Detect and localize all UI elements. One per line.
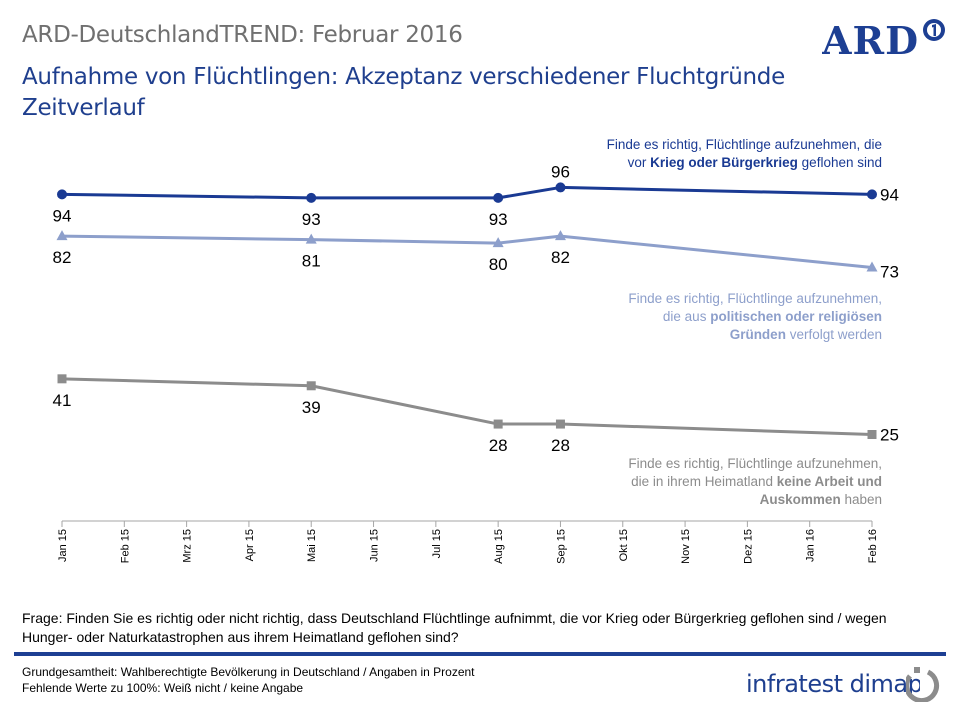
data-point-marker xyxy=(305,233,317,244)
data-label: 82 xyxy=(551,248,570,267)
legend-war-line1: Finde es richtig, Flüchtlinge aufzunehme… xyxy=(606,137,882,152)
legend-political-post: verfolgt werden xyxy=(785,327,882,342)
infratest-dimap-logo-text: infratest dimap xyxy=(746,670,923,698)
chart-title: Aufnahme von Flüchtlingen: Akzeptanz ver… xyxy=(22,62,785,124)
data-point-marker xyxy=(867,189,877,200)
chart-subtitle: Zeitverlauf xyxy=(22,95,145,121)
x-axis: Jan 15 Feb 15 Mrz 15 Apr 15 Mai 15 Jun 15 Jul … xyxy=(57,520,879,564)
data-label: 39 xyxy=(302,398,321,417)
legend-economic: Finde es richtig, Flüchtlinge aufzunehme… xyxy=(628,455,882,509)
series-line xyxy=(61,377,873,436)
x-tick-label: Jun 15 xyxy=(369,529,381,562)
legend-war-bold: Krieg oder Bürgerkrieg xyxy=(650,155,798,170)
series-line xyxy=(61,234,873,269)
survey-question: Frage: Finden Sie es richtig oder nicht … xyxy=(22,610,887,645)
data-point-marker xyxy=(492,237,504,248)
data-point-marker xyxy=(554,230,566,241)
x-tick-label: Jan 15 xyxy=(57,529,69,562)
data-point-marker xyxy=(57,374,67,384)
x-tick-label: Jan 16 xyxy=(805,529,817,562)
data-label: 82 xyxy=(53,248,72,267)
data-point-marker xyxy=(306,381,316,391)
x-tick-label: Nov 15 xyxy=(680,529,692,564)
footnote-base: Grundgesamtheit: Wahlberechtigte Bevölke… xyxy=(22,665,475,679)
data-label: 25 xyxy=(880,426,899,445)
footer-divider xyxy=(14,652,946,656)
chart-title-text: Aufnahme von Flüchtlingen: Akzeptanz ver… xyxy=(22,64,785,90)
legend-political-bold2: Gründen xyxy=(729,327,786,342)
x-tick-label: Mai 15 xyxy=(306,529,318,562)
x-tick-label: Okt 15 xyxy=(618,529,630,561)
data-label: 93 xyxy=(302,210,321,229)
line-chart: Jan 15 Feb 15 Mrz 15 Apr 15 Mai 15 Jun 15 Jul … xyxy=(53,162,899,564)
data-point-marker xyxy=(555,419,565,429)
footnote: Grundgesamtheit: Wahlberechtigte Bevölke… xyxy=(22,664,475,696)
data-label: 80 xyxy=(489,255,508,274)
ard-logo-text: ARD xyxy=(822,18,919,60)
legend-political-bold: politischen oder religiösen xyxy=(710,309,882,324)
legend-economic-pre: die in ihrem Heimatland xyxy=(631,474,777,489)
data-label: 94 xyxy=(53,206,72,225)
legend-political-pre: die aus xyxy=(662,309,711,324)
data-point-marker xyxy=(493,192,504,203)
footnote-missing: Fehlende Werte zu 100%: Weiß nicht / kei… xyxy=(22,681,304,695)
x-tick-label: Sep 15 xyxy=(555,529,567,564)
data-label: 96 xyxy=(551,162,570,181)
data-point-marker xyxy=(555,182,566,193)
legend-economic-bold2: Auskommen xyxy=(759,492,841,507)
data-point-marker xyxy=(493,419,503,429)
data-label: 28 xyxy=(489,436,508,455)
legend-war-pre: vor xyxy=(627,155,651,170)
data-point-marker xyxy=(57,189,67,200)
series-line xyxy=(61,185,873,200)
x-tick-label: Mrz 15 xyxy=(182,529,194,563)
data-point-marker xyxy=(867,430,877,439)
data-point-marker xyxy=(866,261,878,272)
data-label: 73 xyxy=(880,262,899,281)
data-point-marker xyxy=(306,192,317,203)
legend-political-line1: Finde es richtig, Flüchtlinge aufzunehme… xyxy=(628,291,882,306)
series-lines xyxy=(56,182,878,439)
legend-war-post: geflohen sind xyxy=(797,155,882,170)
legend-economic-line1: Finde es richtig, Flüchtlinge aufzunehme… xyxy=(628,456,882,471)
legend-political: Finde es richtig, Flüchtlinge aufzunehme… xyxy=(628,290,882,344)
legend-war: Finde es richtig, Flüchtlinge aufzunehme… xyxy=(607,136,882,172)
x-tick-label: Feb 15 xyxy=(119,529,131,563)
x-tick-label: Apr 15 xyxy=(244,529,256,561)
data-label: 28 xyxy=(551,436,570,455)
data-label: 93 xyxy=(489,210,508,229)
ard-logo: ARD xyxy=(821,16,952,65)
data-label: 81 xyxy=(302,252,321,271)
data-label: 94 xyxy=(880,185,899,204)
data-point-marker xyxy=(56,230,68,241)
x-tick-label: Aug 15 xyxy=(493,529,505,564)
x-tick-label: Jul 15 xyxy=(431,529,443,558)
legend-economic-bold: keine Arbeit und xyxy=(776,474,882,489)
data-label: 41 xyxy=(53,391,72,410)
x-tick-label: Dez 15 xyxy=(742,529,754,564)
data-labels: 94 93 93 96 94 82 81 80 82 73 41 39 28 28 25 xyxy=(53,162,899,455)
header-title: ARD-DeutschlandTREND: Februar 2016 xyxy=(22,22,463,48)
x-tick-label: Feb 16 xyxy=(867,529,879,563)
legend-economic-post: haben xyxy=(840,492,882,507)
